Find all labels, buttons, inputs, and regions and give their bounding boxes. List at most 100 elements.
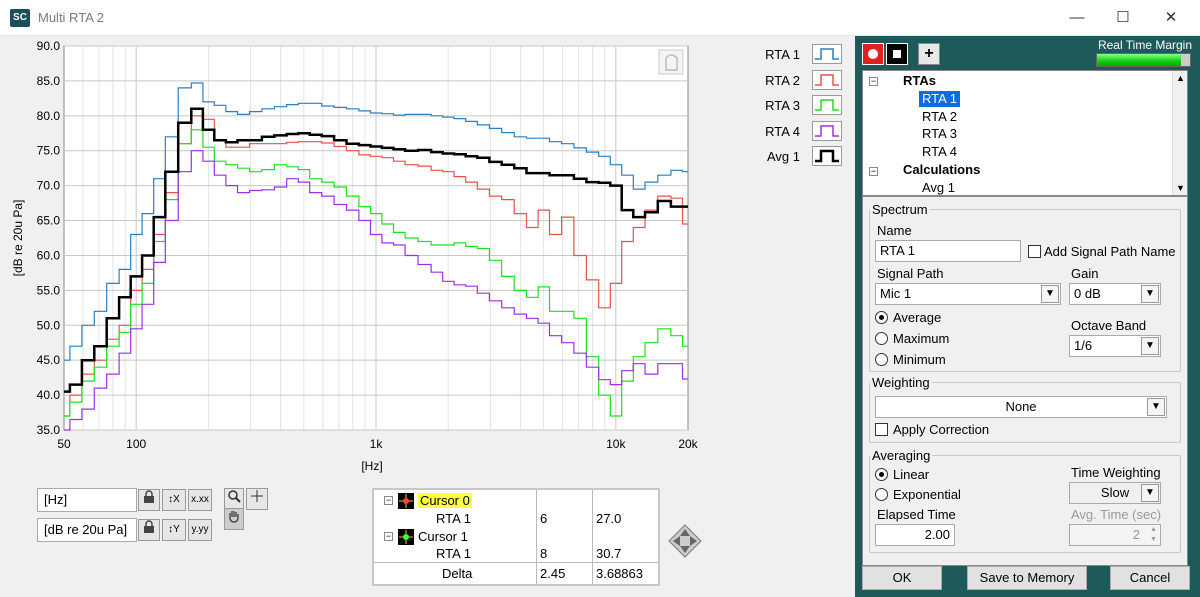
- cursor-table[interactable]: − Cursor 0 RTA 1 6 27.0 − Cursor 1 RTA 1…: [372, 488, 660, 586]
- legend-item[interactable]: Avg 1: [750, 146, 850, 168]
- record-button[interactable]: [862, 43, 884, 65]
- scale-legend-icon[interactable]: [658, 49, 684, 75]
- legend-item[interactable]: RTA 3: [750, 95, 850, 117]
- tree-group-rtas[interactable]: RTAs: [903, 73, 936, 88]
- add-button[interactable]: +: [918, 43, 940, 65]
- cursor1-expander[interactable]: −: [384, 531, 393, 541]
- cursor0-expander[interactable]: −: [384, 495, 393, 505]
- maximize-button[interactable]: ☐: [1116, 9, 1130, 26]
- legend-label: RTA 3: [765, 98, 800, 113]
- x-axis-label: [Hz]: [361, 459, 382, 473]
- crosshair-icon[interactable]: [246, 488, 268, 510]
- x-lock-icon[interactable]: [138, 489, 160, 511]
- tree-item-rta2[interactable]: RTA 2: [922, 109, 957, 124]
- octave-band-select[interactable]: 1/6 ▼: [1069, 335, 1161, 357]
- avg-linear-label: Linear: [893, 467, 930, 482]
- legend-swatch[interactable]: [812, 146, 842, 166]
- add-signal-path-checkbox[interactable]: [1028, 245, 1041, 258]
- name-input[interactable]: RTA 1: [875, 240, 1021, 262]
- avg-time-input[interactable]: 2: [1069, 524, 1161, 546]
- zoom-icon[interactable]: [224, 488, 244, 510]
- y-tick-labels: 35.0 40.0 45.0 50.0 55.0 60.0 65.0 70.0 75.0 80.0…: [37, 39, 61, 437]
- rtas-expander[interactable]: −: [869, 76, 878, 86]
- avg-exponential-label: Exponential: [893, 487, 961, 502]
- y-tick-label: 90.0: [37, 39, 61, 53]
- cursor0-series: RTA 1: [436, 511, 471, 526]
- legend-item[interactable]: RTA 1: [750, 44, 850, 66]
- elapsed-time-label: Elapsed Time: [877, 507, 956, 522]
- legend-swatch[interactable]: [812, 69, 842, 90]
- cursor1-marker-icon: [398, 529, 414, 545]
- legend-swatch[interactable]: [812, 120, 842, 141]
- cursor1-name[interactable]: Cursor 1: [418, 529, 468, 544]
- y-lock-icon[interactable]: [138, 519, 160, 541]
- real-time-margin-fill: [1097, 54, 1181, 66]
- measurement-tree[interactable]: − RTAs RTA 1 RTA 2 RTA 3 RTA 4 − Calcula…: [862, 70, 1188, 196]
- mode-minimum-radio[interactable]: [875, 353, 888, 366]
- properties-panel: Spectrum Name RTA 1 Add Signal Path Name…: [862, 196, 1188, 566]
- mode-average-label: Average: [893, 310, 942, 325]
- tree-item-avg1[interactable]: Avg 1: [922, 180, 956, 195]
- y-tick-label: 55.0: [37, 283, 61, 297]
- avg-linear-radio[interactable]: [875, 468, 888, 481]
- tree-item-rta3[interactable]: RTA 3: [922, 126, 957, 141]
- chevron-down-icon: ▼: [1141, 337, 1159, 355]
- title-bar: [0, 0, 1200, 36]
- close-button[interactable]: ✕: [1164, 9, 1178, 26]
- y-autoscale-button[interactable]: ↕Y: [162, 519, 186, 541]
- legend-swatch[interactable]: [812, 44, 842, 64]
- y-tick-label: 40.0: [37, 388, 61, 402]
- x-format-button[interactable]: x.xx: [188, 489, 212, 511]
- scroll-down-icon[interactable]: ▼: [1176, 183, 1185, 193]
- series-avg-1: [64, 107, 688, 393]
- cancel-button[interactable]: Cancel: [1110, 566, 1190, 590]
- x-autoscale-button[interactable]: ↕X: [162, 489, 186, 511]
- cursor0-name[interactable]: Cursor 0: [418, 493, 472, 508]
- app-logo-icon: SC: [10, 9, 30, 27]
- mode-maximum-label: Maximum: [893, 331, 950, 346]
- pan-hand-icon[interactable]: [224, 508, 244, 530]
- avg-exponential-radio[interactable]: [875, 488, 888, 501]
- gain-select[interactable]: 0 dB ▼: [1069, 283, 1161, 305]
- rta-chart[interactable]: 35.0 40.0 45.0 50.0 55.0 60.0 65.0 70.0 75.0 80.0…: [0, 36, 720, 476]
- time-weighting-select[interactable]: Slow ▼: [1069, 482, 1161, 504]
- averaging-legend: Averaging: [872, 448, 931, 463]
- apply-correction-checkbox[interactable]: [875, 423, 888, 436]
- signal-path-select[interactable]: Mic 1 ▼: [875, 283, 1061, 305]
- save-to-memory-button[interactable]: Save to Memory: [967, 566, 1087, 590]
- spectrum-legend: Spectrum: [872, 202, 928, 217]
- apply-correction-label: Apply Correction: [893, 422, 990, 437]
- legend-item[interactable]: RTA 4: [750, 120, 850, 143]
- avg-time-spinner-icon[interactable]: ▲ ▼: [1150, 526, 1157, 543]
- real-time-margin-label: Real Time Margin: [1097, 38, 1192, 52]
- tree-group-calculations[interactable]: Calculations: [903, 162, 981, 177]
- signal-path-label: Signal Path: [877, 266, 944, 281]
- tree-item-rta4[interactable]: RTA 4: [922, 144, 957, 159]
- x-unit-box[interactable]: [Hz]: [37, 488, 137, 512]
- ok-button[interactable]: OK: [862, 566, 942, 590]
- y-format-button[interactable]: y.yy: [188, 519, 212, 541]
- scroll-up-icon[interactable]: ▲: [1176, 73, 1185, 83]
- minimize-button[interactable]: —: [1069, 9, 1085, 26]
- cursor1-series: RTA 1: [436, 546, 471, 561]
- y-tick-label: 35.0: [37, 423, 61, 437]
- tree-scrollbar[interactable]: ▲ ▼: [1172, 71, 1187, 195]
- mode-maximum-radio[interactable]: [875, 332, 888, 345]
- legend-item[interactable]: RTA 2: [750, 69, 850, 92]
- y-unit-box[interactable]: [dB re 20u Pa]: [37, 518, 137, 542]
- time-weighting-label: Time Weighting: [1071, 465, 1161, 480]
- stop-button[interactable]: [886, 43, 908, 65]
- weighting-select[interactable]: None ▼: [875, 396, 1167, 418]
- tree-item-rta1[interactable]: RTA 1: [919, 91, 960, 107]
- legend-label: RTA 1: [765, 47, 800, 62]
- chart-legend: RTA 1 RTA 2 RTA 3 RTA 4 Avg 1: [750, 44, 850, 174]
- y-axis-label: [dB re 20u Pa]: [11, 200, 25, 277]
- y-tick-label: 75.0: [37, 144, 61, 158]
- delta-y: 3.68863: [596, 566, 643, 581]
- x-tick-label: 100: [126, 437, 146, 451]
- x-tick-label: 1k: [370, 437, 384, 451]
- mode-average-radio[interactable]: [875, 311, 888, 324]
- legend-swatch[interactable]: [812, 95, 842, 115]
- calculations-expander[interactable]: −: [869, 166, 878, 176]
- cursor-move-icon[interactable]: [668, 524, 702, 558]
